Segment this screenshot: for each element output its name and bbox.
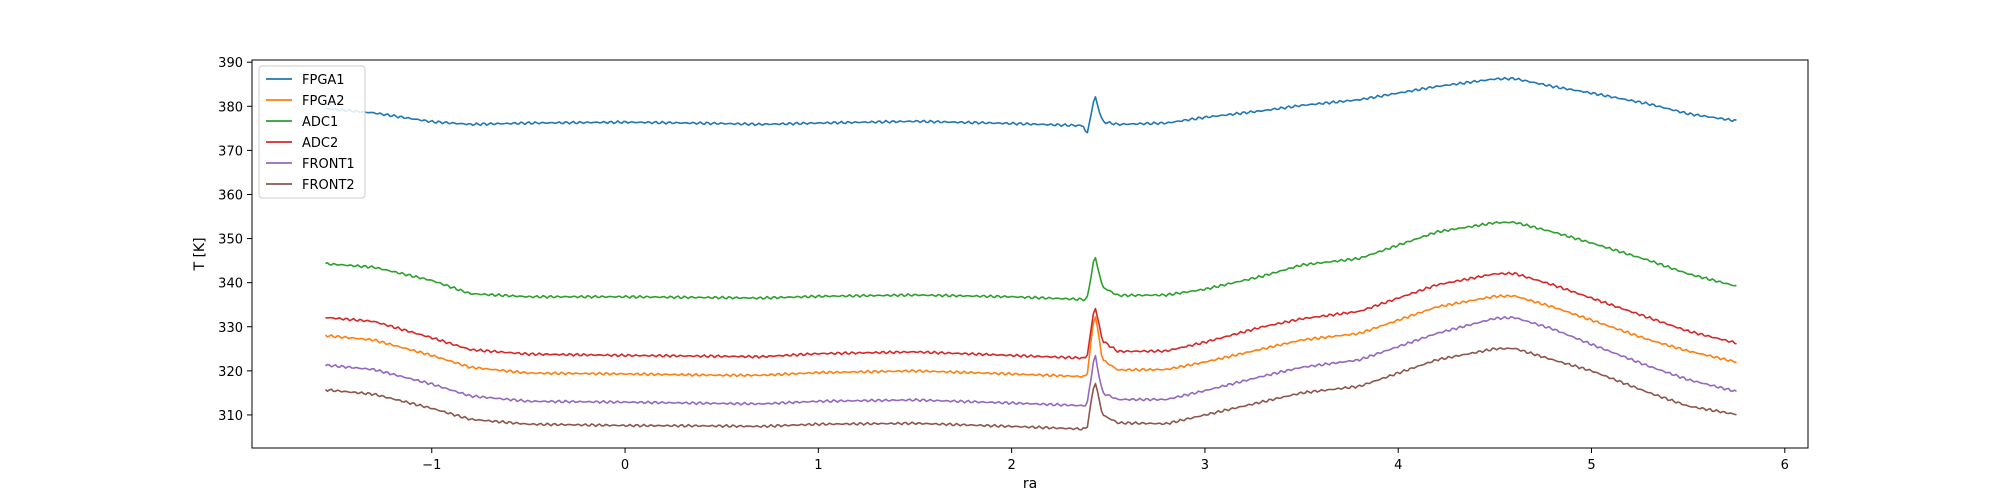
plot-frame [251, 59, 1809, 449]
y-tick-label: 390 [218, 56, 243, 71]
x-axis-label: ra [1023, 476, 1037, 492]
x-tick-label: 0 [621, 458, 629, 473]
legend-label: ADC1 [302, 115, 338, 130]
series-layer [324, 76, 1737, 431]
x-axis: −1 0 1 2 3 4 5 6 [422, 448, 1789, 473]
y-tick-label: 310 [218, 409, 243, 424]
y-tick-label: 360 [218, 188, 243, 203]
x-tick-label: 6 [1781, 458, 1789, 473]
y-tick-label: 370 [218, 144, 243, 159]
y-tick-label: 340 [218, 277, 243, 292]
series-line-fpga2 [324, 294, 1737, 378]
y-axis: 310 320 330 340 350 360 370 380 390 [218, 56, 252, 424]
series-line-fpga1 [325, 76, 1737, 134]
x-tick-label: 2 [1007, 458, 1015, 473]
x-tick-label: 4 [1394, 458, 1402, 473]
series-line-front2 [324, 347, 1737, 431]
y-tick-label: 380 [218, 100, 243, 115]
y-tick-label: 350 [218, 233, 243, 248]
legend: FPGA1 FPGA2 ADC1 ADC2 FRONT1 FRONT2 [258, 65, 366, 199]
x-tick-label: −1 [422, 458, 441, 473]
series-line-front1 [325, 315, 1737, 407]
x-tick-label: 1 [814, 458, 822, 473]
legend-label: FRONT1 [302, 157, 355, 172]
y-axis-label: T [K] [192, 237, 208, 271]
legend-label: FRONT2 [302, 178, 355, 193]
y-tick-label: 330 [218, 321, 243, 336]
y-tick-label: 320 [218, 365, 243, 380]
legend-label: FPGA1 [302, 73, 345, 88]
x-tick-label: 5 [1587, 458, 1595, 473]
legend-label: ADC2 [302, 136, 338, 151]
legend-label: FPGA2 [302, 94, 345, 109]
x-tick-label: 3 [1201, 458, 1209, 473]
legend-box [258, 65, 366, 199]
series-line-adc2 [325, 271, 1737, 360]
series-line-adc1 [325, 220, 1737, 302]
